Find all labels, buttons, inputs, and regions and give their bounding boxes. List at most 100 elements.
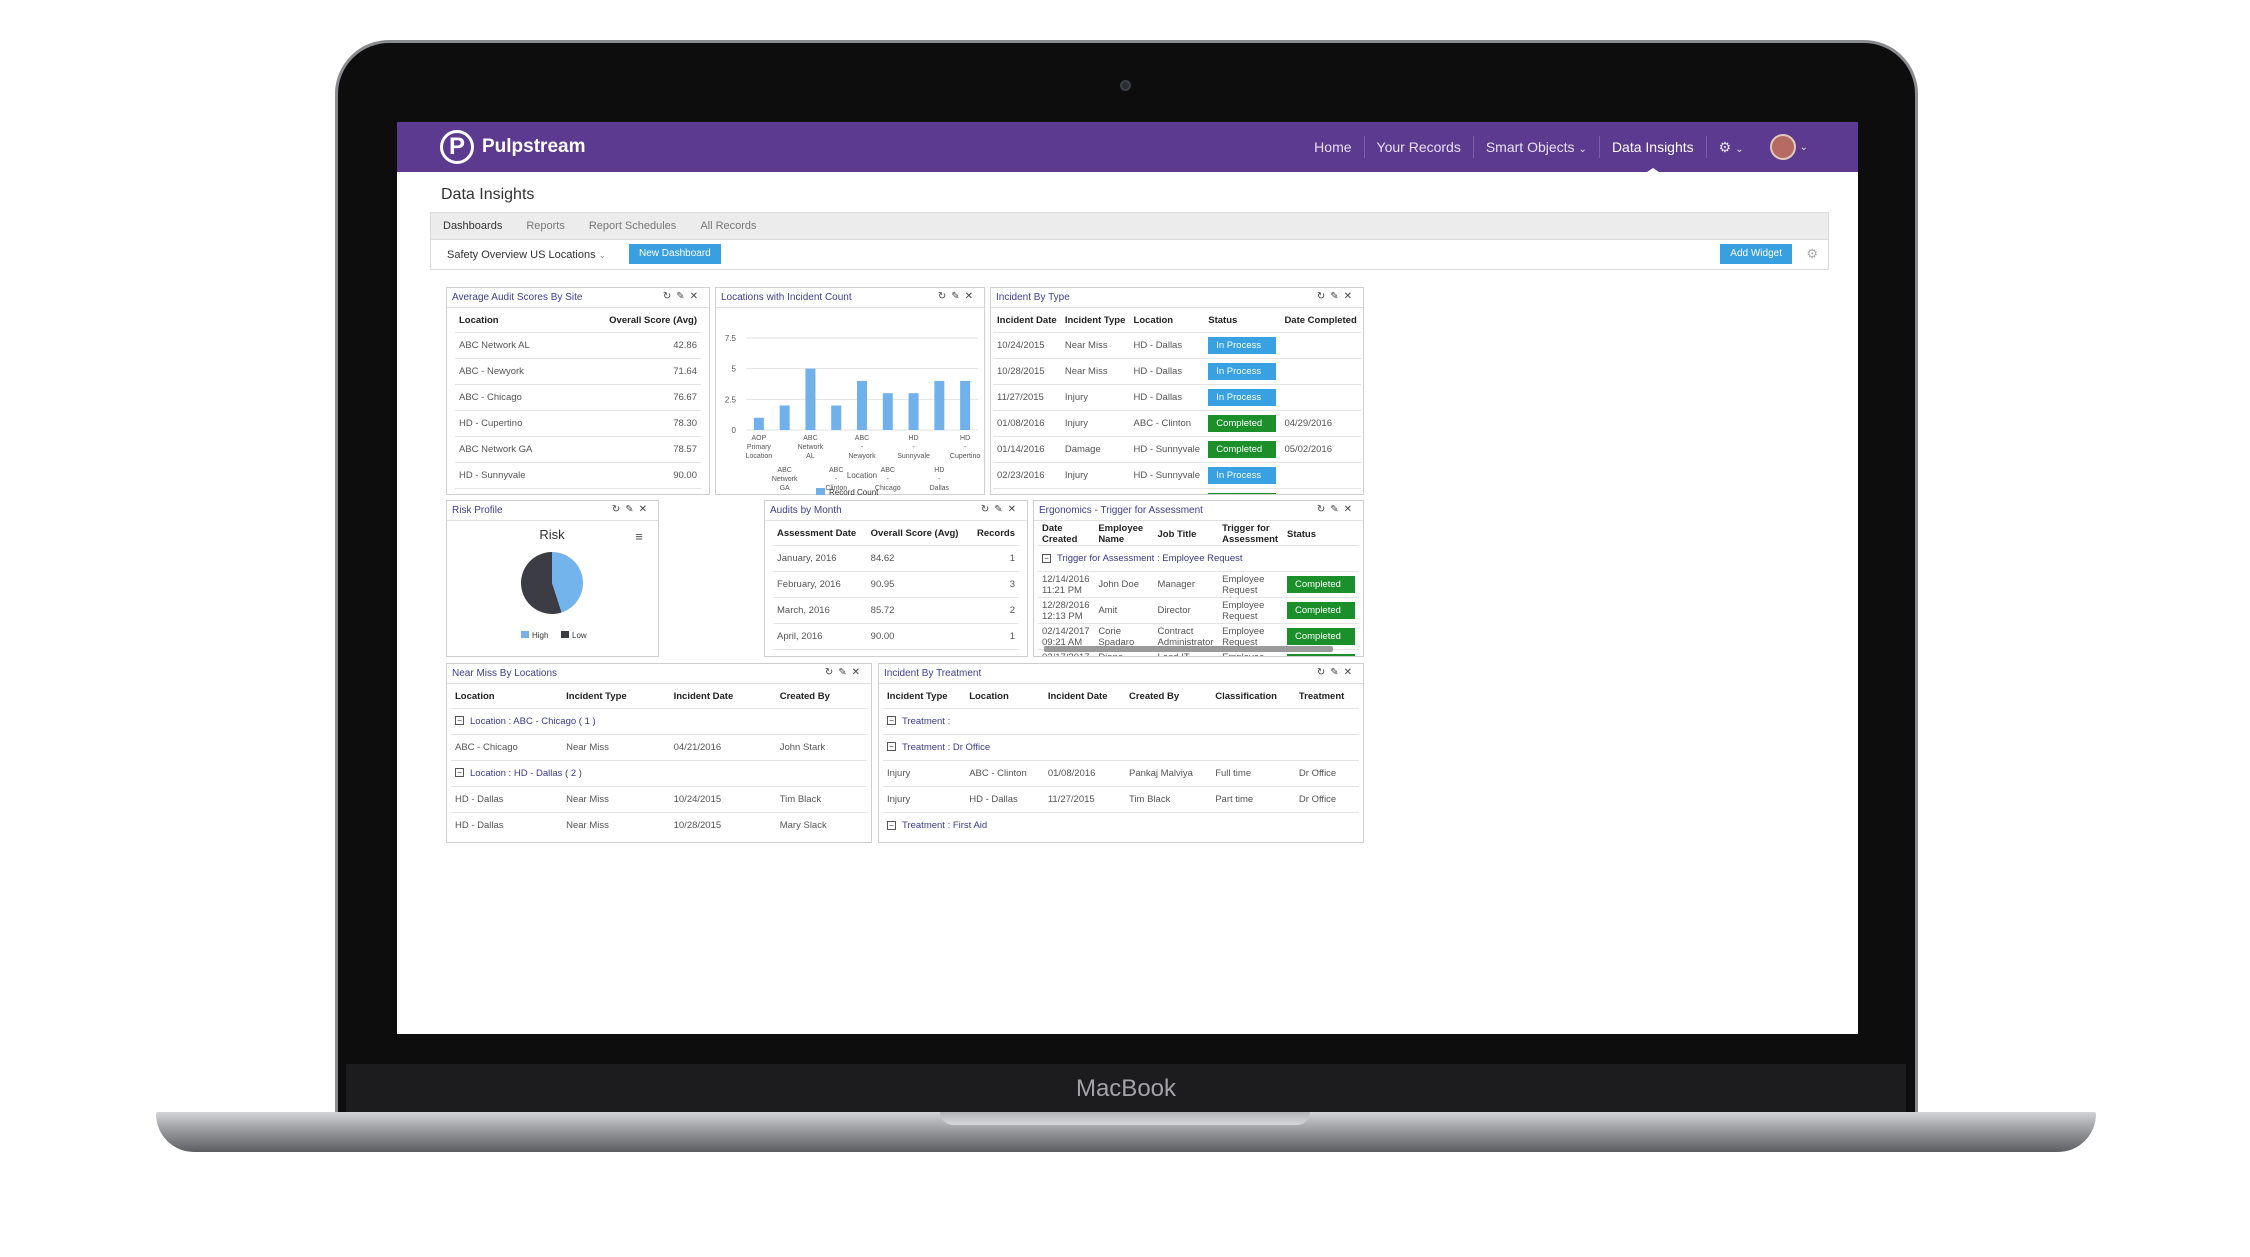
table-row[interactable]: 12/14/2016 11:21 PM John Doe Manager Employ… xyxy=(1038,571,1359,598)
add-widget-button[interactable]: Add Widget xyxy=(1720,244,1792,264)
settings-menu[interactable]: ⚙ ⌄ xyxy=(1707,136,1756,158)
chevron-down-icon: ⌄ xyxy=(1578,144,1587,155)
status-cell: In Process xyxy=(1204,461,1281,488)
new-dashboard-button[interactable]: New Dashboard xyxy=(629,244,721,264)
col-header[interactable]: Status xyxy=(1286,528,1317,540)
group-row[interactable]: − Location : HD - Dallas ( 2 ) xyxy=(451,759,867,786)
table-row[interactable]: Injury ABC - Clinton 01/08/2016 Pankaj Malv… xyxy=(883,759,1359,786)
col-header[interactable]: Incident Type xyxy=(1064,315,1126,327)
table-row[interactable]: 12/28/2016 12:13 PM Amit Director Employee … xyxy=(1038,597,1359,624)
x-tick-label: HD xyxy=(934,467,944,474)
score-cell: 84.62 xyxy=(866,544,970,571)
widget-tools[interactable]: ↻✎✕ xyxy=(980,504,1021,515)
col-header[interactable]: Status xyxy=(1208,315,1238,327)
nav-smart-objects[interactable]: Smart Objects ⌄ xyxy=(1474,136,1600,158)
table-row[interactable]: HD - Dallas Near Miss 10/24/2015 Tim Black xyxy=(451,785,867,812)
tab-all-records[interactable]: All Records xyxy=(700,220,757,232)
col-header[interactable]: Incident Date xyxy=(1047,691,1108,703)
table-row[interactable]: 01/14/2016 Damage HD - Sunnyvale Completed 0… xyxy=(993,435,1361,462)
col-header[interactable]: Incident Type xyxy=(566,691,627,703)
widget-header: Risk Profile ↻✎✕ xyxy=(447,501,658,521)
col-header[interactable]: Location xyxy=(459,315,499,327)
collapse-icon[interactable]: − xyxy=(887,820,896,830)
col-header[interactable]: Records xyxy=(976,528,1015,540)
table-row[interactable]: April, 2016 90.00 1 xyxy=(773,622,1019,649)
col-header[interactable]: Incident Type xyxy=(887,691,948,703)
menu-icon[interactable]: ≡ xyxy=(635,529,643,544)
nav-your-records[interactable]: Your Records xyxy=(1365,136,1474,158)
table-row[interactable]: ABC - Clinton90.48 xyxy=(455,487,701,494)
col-header[interactable]: Classification xyxy=(1215,691,1277,703)
table-row[interactable]: ABC - Newyork 71.64 xyxy=(455,357,701,384)
table-row[interactable]: 10/28/2015 Near Miss HD - Dallas In Process xyxy=(993,357,1361,384)
table-row[interactable]: May, 2016100.001 xyxy=(773,648,1019,656)
table-row[interactable]: 11/27/2015 Injury HD - Dallas In Process xyxy=(993,383,1361,410)
tab-reports[interactable]: Reports xyxy=(526,220,565,232)
data-cell: 10/28/2015 xyxy=(669,811,776,838)
table-row[interactable]: ABC - Chicago 76.67 xyxy=(455,383,701,410)
table-row[interactable]: 01/08/2016 Injury ABC - Clinton Completed 04… xyxy=(993,409,1361,436)
widget-tools[interactable]: ↻✎✕ xyxy=(824,667,865,678)
table-row[interactable]: 02/14/2017 09:21 AM Corie Spadaro Contract… xyxy=(1038,623,1359,650)
horizontal-scrollbar[interactable] xyxy=(1044,646,1333,652)
col-header[interactable]: Job Title xyxy=(1157,528,1197,540)
x-tick-label: Newyork xyxy=(848,453,876,460)
avatar[interactable] xyxy=(1769,134,1796,160)
group-row[interactable]: − Treatment : Dr Office xyxy=(883,733,1359,760)
table-row[interactable]: HD - Dallas Near Miss 10/28/2015 Mary Slack xyxy=(451,811,867,838)
widget-header: Near Miss By Locations ↻✎✕ xyxy=(447,664,871,684)
col-header[interactable]: Location xyxy=(969,691,1009,703)
tab-dashboards[interactable]: Dashboards xyxy=(443,220,503,232)
table-row[interactable]: January, 2016 84.62 1 xyxy=(773,544,1019,571)
table-row[interactable]: Injury HD - Dallas 11/27/2015 Tim Black Part… xyxy=(883,785,1359,812)
table-row[interactable]: 10/24/2015 Near Miss HD - Dallas In Process xyxy=(993,331,1361,358)
collapse-icon[interactable]: − xyxy=(455,768,464,778)
widget-tools[interactable]: ↻✎✕ xyxy=(1316,291,1357,302)
group-row[interactable]: − Location : ABC - Chicago ( 1 ) xyxy=(451,707,867,734)
table-row[interactable]: March, 2016 85.72 2 xyxy=(773,596,1019,623)
tab-report-schedules[interactable]: Report Schedules xyxy=(588,220,677,232)
collapse-icon[interactable]: − xyxy=(1042,553,1051,563)
col-header[interactable]: Created By xyxy=(1128,691,1180,703)
col-header[interactable]: Assessment Date xyxy=(777,528,857,540)
widget-tools[interactable]: ↻✎✕ xyxy=(1316,504,1357,515)
logo[interactable]: Pulpstream xyxy=(440,130,585,164)
widget-tools[interactable]: ↻✎✕ xyxy=(611,504,652,515)
col-header[interactable]: Location xyxy=(1133,315,1174,327)
table-row[interactable]: HD - Sunnyvale 90.00 xyxy=(455,461,701,488)
col-header[interactable]: Incident Date xyxy=(997,315,1057,327)
dashboard-select[interactable]: Safety Overview US Locations ⌄ xyxy=(447,249,606,261)
table-row[interactable]: HD - Cupertino 78.30 xyxy=(455,409,701,436)
widget-tools[interactable]: ↻✎✕ xyxy=(937,291,978,302)
col-header[interactable]: Created By xyxy=(779,691,830,703)
col-header[interactable]: Location xyxy=(455,691,495,703)
table-row[interactable]: 02/23/2016 Injury HD - Sunnyvale In Process xyxy=(993,461,1361,488)
dashboard-settings-icon[interactable]: ⚙ xyxy=(1806,246,1818,261)
table-row[interactable]: ABC Network GA 78.57 xyxy=(455,435,701,462)
nav-home[interactable]: Home xyxy=(1302,136,1365,158)
table-row[interactable]: February, 2016 90.95 3 xyxy=(773,570,1019,597)
collapse-icon[interactable]: − xyxy=(887,742,896,752)
col-header[interactable]: Overall Score (Avg) xyxy=(609,315,697,327)
widget-tools[interactable]: ↻✎✕ xyxy=(1316,667,1357,678)
table-row[interactable]: ABC - Chicago Near Miss 04/21/2016 John Sta… xyxy=(451,733,867,760)
table-row[interactable]: ABC Network AL 42.86 xyxy=(455,331,701,358)
col-header[interactable]: Date Created xyxy=(1042,523,1078,545)
col-header[interactable]: Date Completed xyxy=(1284,315,1357,327)
nav-data-insights[interactable]: Data Insights xyxy=(1600,136,1707,176)
group-row[interactable]: − Treatment : xyxy=(883,707,1359,734)
bar xyxy=(908,393,919,430)
group-row[interactable]: − Treatment : First Aid xyxy=(883,811,1359,838)
col-header[interactable]: Treatment xyxy=(1298,691,1345,703)
collapse-icon[interactable]: − xyxy=(455,716,464,726)
group-row[interactable]: − Trigger for Assessment : Employee Reque… xyxy=(1038,545,1359,572)
table-row[interactable]: 02/17/2017 02:41 PMDiane StephensonLead … xyxy=(1038,649,1359,656)
col-header[interactable]: Employee Name xyxy=(1098,523,1144,545)
col-header[interactable]: Trigger for Assessment xyxy=(1222,523,1279,545)
col-header[interactable]: Incident Date xyxy=(673,691,734,703)
widget-tools[interactable]: ↻✎✕ xyxy=(662,291,703,302)
collapse-icon[interactable]: − xyxy=(887,716,896,726)
col-header[interactable]: Overall Score (Avg) xyxy=(870,528,959,540)
chevron-down-icon[interactable]: ⌄ xyxy=(1799,141,1808,153)
